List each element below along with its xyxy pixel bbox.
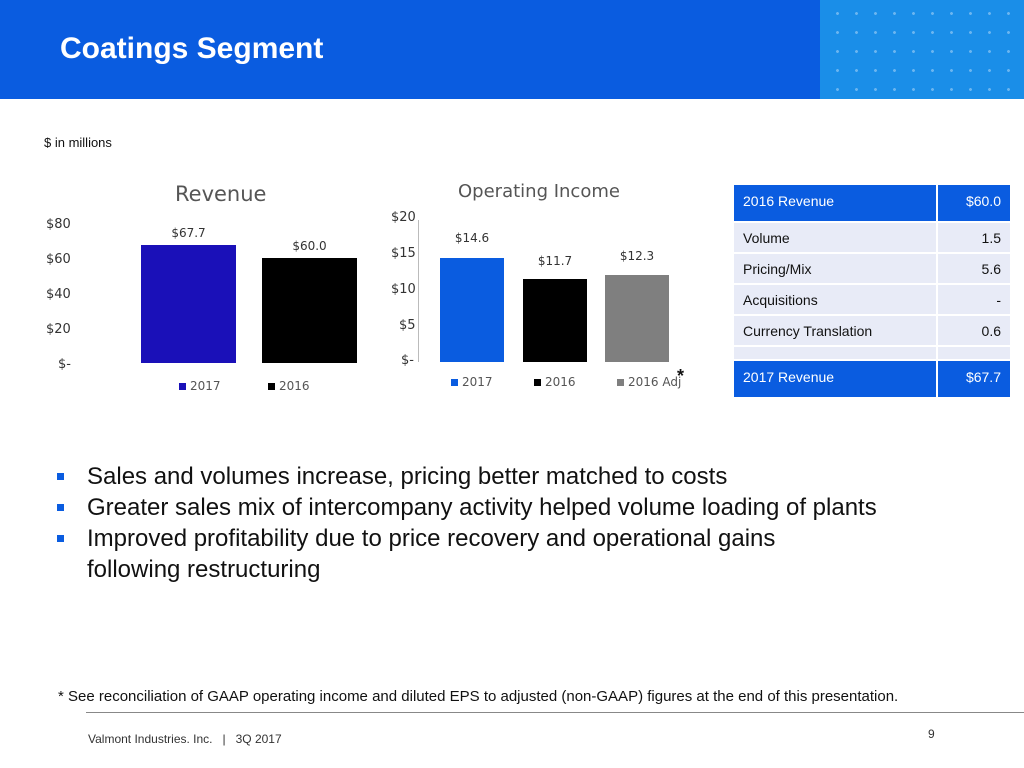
bridge-value: - bbox=[937, 285, 1010, 316]
bridge-label: Acquisitions bbox=[734, 285, 938, 316]
legend-label: 2017 bbox=[190, 379, 221, 393]
legend-label: 2017 bbox=[462, 375, 493, 389]
page-number: 9 bbox=[928, 727, 935, 741]
bullet-list: Sales and volumes increase, pricing bett… bbox=[57, 461, 957, 585]
oi-legend-item-2016-adj: 2016 Adj bbox=[617, 375, 681, 389]
bridge-value: 1.5 bbox=[937, 223, 1010, 254]
bullet-text: Sales and volumes increase, pricing bett… bbox=[87, 463, 728, 490]
revenue-bar-2016 bbox=[262, 258, 357, 363]
legend-swatch bbox=[179, 382, 186, 390]
revenue-y-tick: $20 bbox=[46, 322, 71, 337]
bridge-label: Pricing/Mix bbox=[734, 254, 938, 285]
slide-title: Coatings Segment bbox=[60, 32, 324, 65]
bridge-spacer-row bbox=[734, 347, 1010, 361]
bridge-spacer bbox=[734, 347, 938, 361]
legend-swatch bbox=[534, 378, 541, 386]
bullet-text: Greater sales mix of intercompany activi… bbox=[87, 494, 877, 521]
units-note: $ in millions bbox=[44, 135, 112, 150]
revenue-bridge-table: 2016 Revenue $60.0 Volume 1.5 Pricing/Mi… bbox=[734, 185, 1010, 399]
oi-data-label-2017: $14.6 bbox=[454, 231, 490, 245]
bridge-start-row: 2016 Revenue $60.0 bbox=[734, 185, 1010, 223]
legend-swatch bbox=[617, 378, 624, 386]
revenue-legend-item-2016: 2016 bbox=[268, 379, 310, 393]
bridge-row: Currency Translation 0.6 bbox=[734, 316, 1010, 347]
bridge-row: Volume 1.5 bbox=[734, 223, 1010, 254]
legend-label: 2016 bbox=[545, 375, 576, 389]
bullet-marker bbox=[57, 504, 64, 511]
bullet-item: Sales and volumes increase, pricing bett… bbox=[57, 461, 957, 492]
oi-y-tick: $15 bbox=[391, 246, 416, 261]
oi-y-tick: $5 bbox=[399, 318, 416, 333]
bridge-value: 0.6 bbox=[937, 316, 1010, 347]
bullet-marker bbox=[57, 535, 64, 542]
footer-divider bbox=[86, 712, 1024, 713]
oi-y-tick: $- bbox=[401, 353, 414, 368]
revenue-legend-item-2017: 2017 bbox=[179, 379, 221, 393]
footer-company: Valmont Industries. Inc. | 3Q 2017 bbox=[88, 732, 282, 746]
bridge-row: Acquisitions - bbox=[734, 285, 1010, 316]
revenue-data-label-2017: $67.7 bbox=[171, 226, 206, 240]
bridge-value: 5.6 bbox=[937, 254, 1010, 285]
oi-legend-item-2017: 2017 bbox=[451, 375, 493, 389]
revenue-y-tick: $40 bbox=[46, 287, 71, 302]
oi-legend-item-2016: 2016 bbox=[534, 375, 576, 389]
oi-bar-2016 bbox=[523, 278, 587, 362]
bridge-row: Pricing/Mix 5.6 bbox=[734, 254, 1010, 285]
revenue-y-tick: $60 bbox=[46, 252, 71, 267]
bullet-text: Improved profitability due to price reco… bbox=[87, 525, 776, 583]
adjusted-footnote-marker: * bbox=[677, 366, 685, 386]
oi-bar-2016-adj bbox=[605, 274, 669, 362]
bullet-marker bbox=[57, 473, 64, 480]
header-dot-pattern bbox=[820, 0, 1024, 99]
bridge-end-row: 2017 Revenue $67.7 bbox=[734, 361, 1010, 399]
bridge-value: $60.0 bbox=[937, 185, 1010, 223]
legend-label: 2016 bbox=[279, 379, 310, 393]
bridge-value: $67.7 bbox=[937, 361, 1010, 399]
revenue-y-tick: $- bbox=[58, 357, 71, 372]
footnote: * See reconciliation of GAAP operating i… bbox=[58, 688, 899, 705]
legend-label: 2016 Adj bbox=[628, 375, 682, 389]
revenue-chart-title: Revenue bbox=[175, 182, 267, 206]
bullet-item: Improved profitability due to price reco… bbox=[57, 523, 857, 585]
oi-data-label-2016: $11.7 bbox=[537, 254, 573, 268]
legend-swatch bbox=[268, 382, 275, 390]
revenue-bar-2017 bbox=[141, 244, 236, 363]
legend-swatch bbox=[451, 378, 458, 386]
bridge-label: 2017 Revenue bbox=[734, 361, 938, 399]
revenue-data-label-2016: $60.0 bbox=[292, 239, 327, 253]
bridge-spacer bbox=[937, 347, 1010, 361]
bridge-label: Currency Translation bbox=[734, 316, 938, 347]
bridge-label: Volume bbox=[734, 223, 938, 254]
oi-y-tick: $10 bbox=[391, 282, 416, 297]
oi-bar-2017 bbox=[440, 258, 504, 362]
bridge-label: 2016 Revenue bbox=[734, 185, 938, 223]
operating-income-chart-title: Operating Income bbox=[458, 181, 620, 202]
slide-header: Coatings Segment bbox=[0, 0, 1024, 99]
bullet-item: Greater sales mix of intercompany activi… bbox=[57, 492, 957, 523]
oi-y-axis-line bbox=[418, 220, 419, 362]
revenue-y-tick: $80 bbox=[46, 217, 71, 232]
oi-y-tick: $20 bbox=[391, 210, 416, 225]
oi-data-label-2016-adj: $12.3 bbox=[619, 249, 655, 263]
